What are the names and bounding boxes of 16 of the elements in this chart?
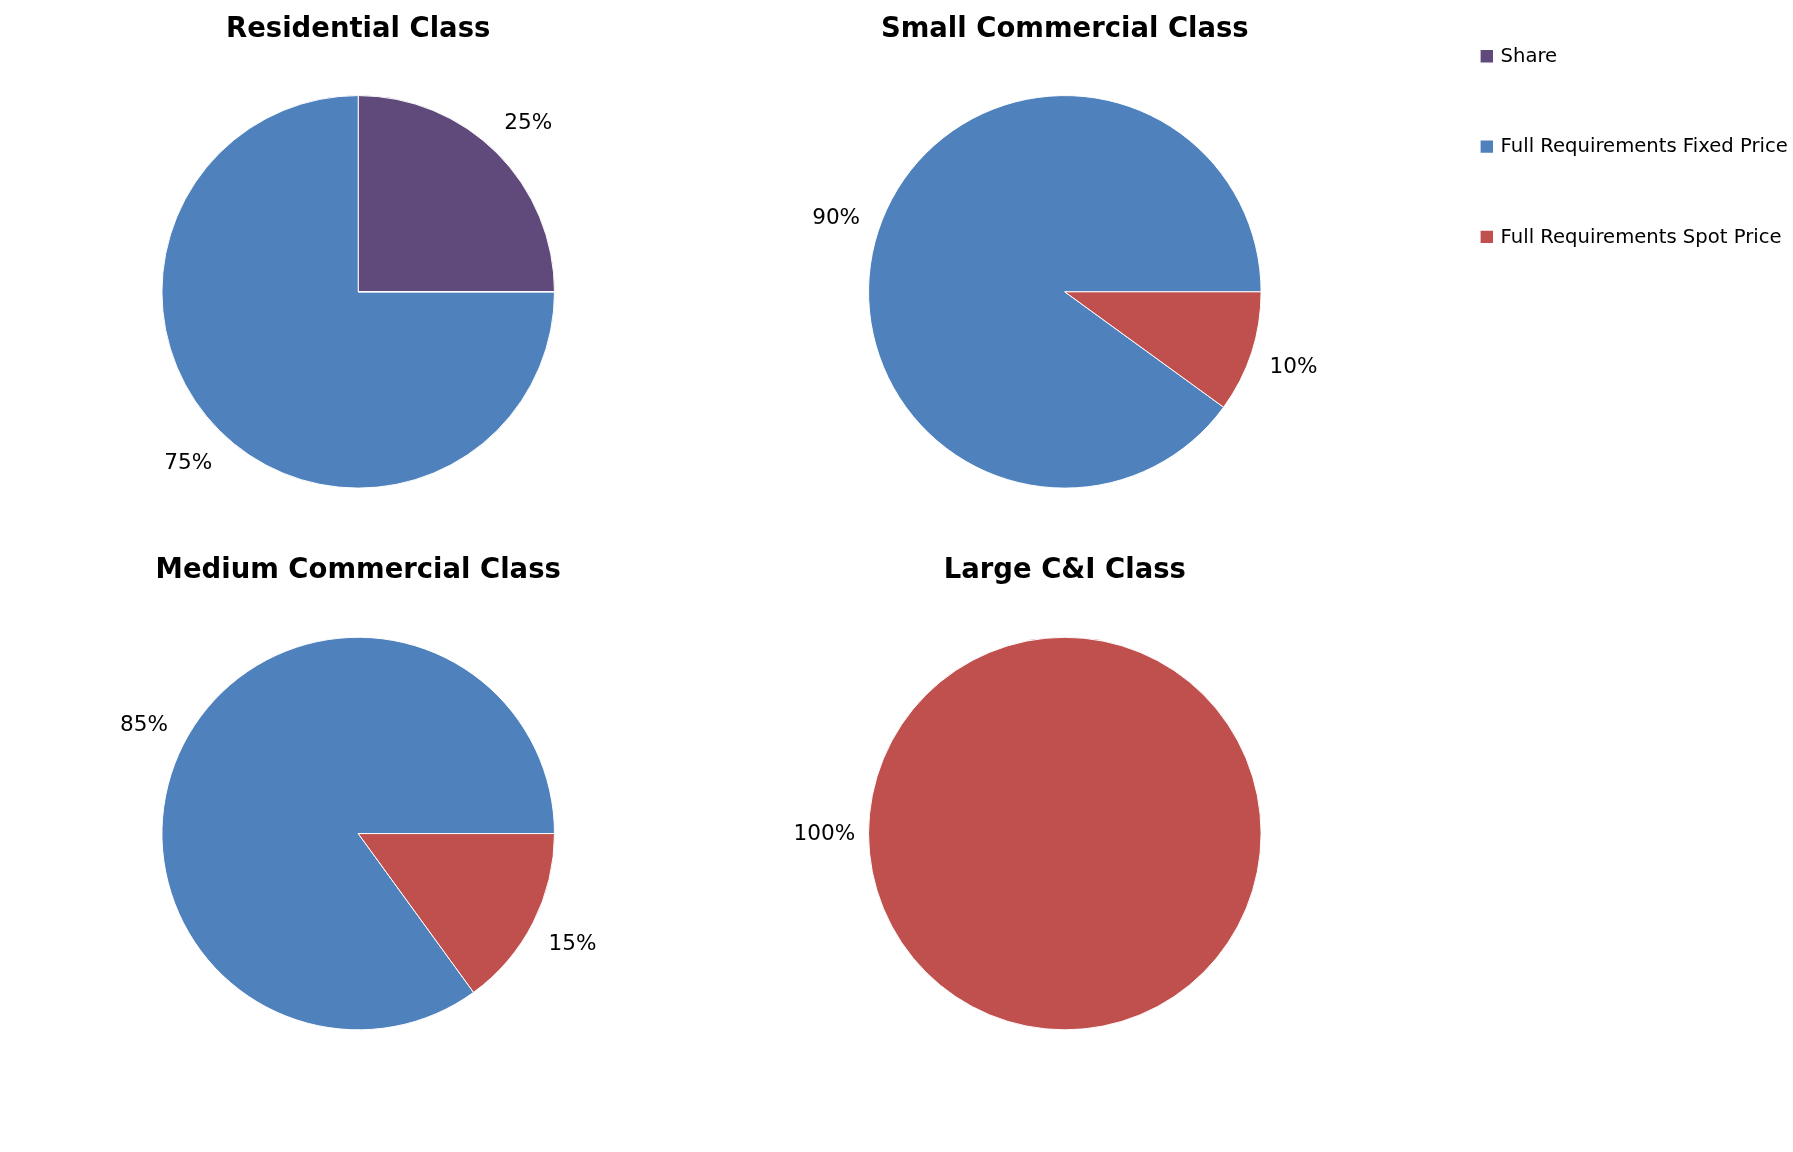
data-label: 10% (1269, 353, 1318, 379)
pie-slice (161, 95, 555, 489)
chart-title: Small Commercial Class (880, 11, 1249, 43)
chart-title: Residential Class (226, 11, 491, 43)
legend-label: Full Requirements Fixed Price (1500, 134, 1788, 158)
data-label: 15% (548, 929, 597, 955)
chart-title: Large C&I Class (943, 553, 1186, 585)
data-label: 25% (504, 108, 553, 134)
legend-label: Share (1500, 44, 1558, 68)
chart-title: Medium Commercial Class (155, 553, 561, 585)
data-label: 90% (812, 204, 861, 230)
data-label: 75% (164, 448, 213, 474)
pie-slice (868, 95, 1262, 489)
legend-label: Full Requirements Spot Price (1500, 224, 1782, 248)
data-label: 100% (793, 820, 856, 846)
data-label: 85% (119, 711, 168, 737)
